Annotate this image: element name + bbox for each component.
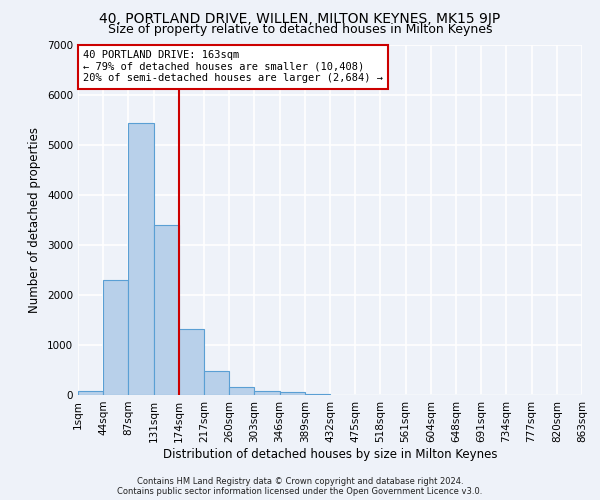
Bar: [128, 122, 154, 395]
Text: 40, PORTLAND DRIVE, WILLEN, MILTON KEYNES, MK15 9JP: 40, PORTLAND DRIVE, WILLEN, MILTON KEYNE…: [100, 12, 500, 26]
Bar: [280, 392, 305, 395]
Y-axis label: Number of detached properties: Number of detached properties: [28, 127, 41, 313]
Text: 40 PORTLAND DRIVE: 163sqm
← 79% of detached houses are smaller (10,408)
20% of s: 40 PORTLAND DRIVE: 163sqm ← 79% of detac…: [83, 50, 383, 84]
Bar: [305, 394, 330, 395]
Bar: [179, 329, 204, 395]
Bar: [154, 225, 179, 395]
X-axis label: Distribution of detached houses by size in Milton Keynes: Distribution of detached houses by size …: [163, 448, 497, 460]
Bar: [103, 280, 128, 395]
Bar: [330, 394, 355, 395]
Bar: [229, 387, 254, 395]
Text: Contains HM Land Registry data © Crown copyright and database right 2024.
Contai: Contains HM Land Registry data © Crown c…: [118, 476, 482, 496]
Bar: [254, 390, 280, 395]
Text: Size of property relative to detached houses in Milton Keynes: Size of property relative to detached ho…: [108, 22, 492, 36]
Bar: [78, 391, 103, 395]
Bar: [204, 371, 229, 395]
